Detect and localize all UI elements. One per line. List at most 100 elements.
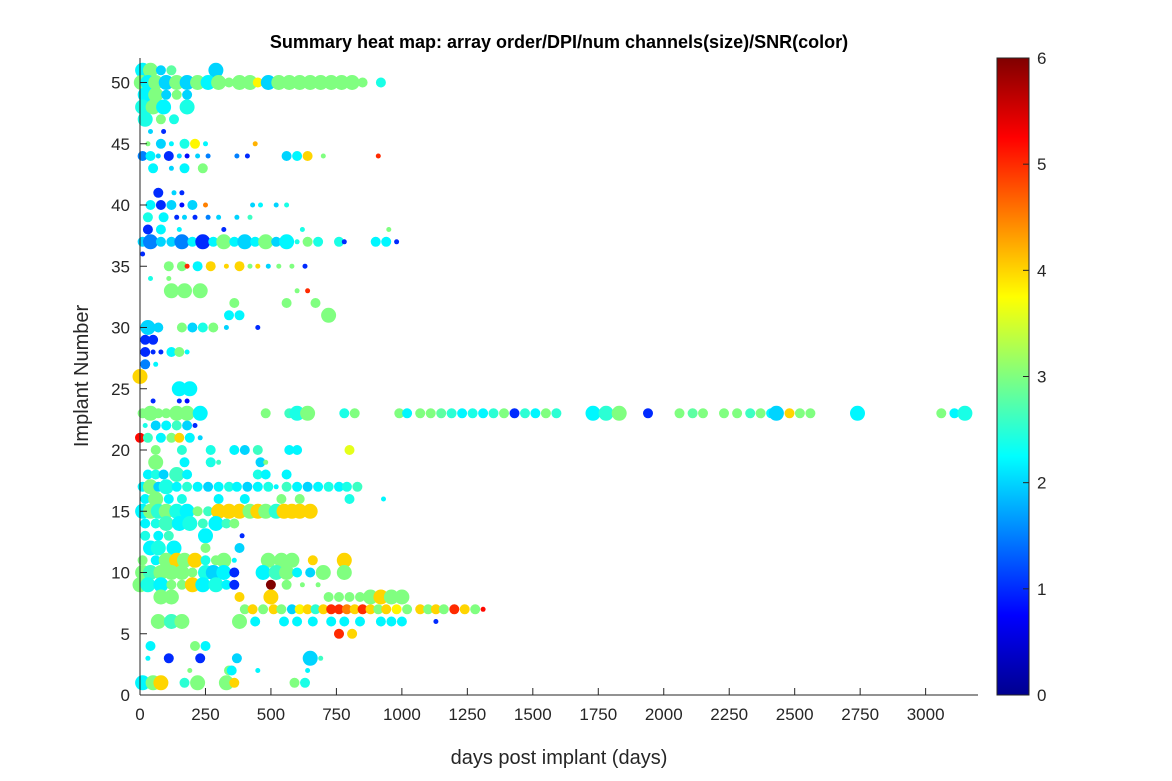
data-point [509,408,520,419]
data-point [470,604,481,615]
data-point [415,408,426,419]
data-point [163,565,179,580]
data-point [302,604,313,615]
data-point [239,533,245,539]
y-tick-label: 5 [121,625,130,644]
data-point [158,75,174,90]
data-point [171,516,187,531]
x-tick-label: 1000 [383,705,421,724]
data-point [255,565,271,580]
data-point [205,457,216,468]
data-point [203,202,208,208]
data-point [292,481,303,492]
data-point [237,234,253,250]
x-tick-label: 750 [322,705,350,724]
data-point [200,543,211,553]
data-point [148,75,164,90]
data-point [381,496,386,502]
data-point [182,469,193,480]
data-point [142,432,153,443]
data-point [305,288,311,294]
data-point [255,457,266,468]
x-tick-label: 1250 [448,705,486,724]
data-point [307,616,318,627]
data-point [176,227,182,232]
data-point [231,557,237,563]
data-point [355,592,365,602]
data-point [446,408,457,419]
data-point [161,408,172,419]
data-point [200,641,211,651]
data-point [375,153,381,159]
data-point [224,481,234,492]
data-point [213,494,224,504]
data-point [213,481,224,492]
data-point [179,190,185,196]
data-point [135,675,151,691]
data-point [381,604,392,615]
data-point [150,518,161,529]
data-point [302,650,318,666]
data-point [292,151,303,161]
data-point [383,589,399,605]
data-point [394,589,410,605]
data-point [850,405,865,421]
data-point [171,381,187,397]
data-point [143,62,158,78]
data-point [184,577,200,593]
data-point [289,263,295,269]
data-point [203,141,208,147]
data-point [158,349,164,355]
x-tick-label: 2500 [776,705,814,724]
data-point [150,540,166,556]
data-point [190,641,200,651]
data-point [184,398,190,404]
data-point [643,408,653,419]
chart-title: Summary heat map: array order/DPI/num ch… [270,32,848,52]
data-point [375,77,386,88]
data-point [313,75,329,90]
data-point [231,653,242,664]
data-point [263,459,269,465]
data-point [153,322,164,333]
data-point [166,65,177,76]
data-point [271,236,282,247]
data-point [176,494,187,504]
y-axis-ticks: 0 5 10 15 20 25 30 35 40 45 50 [111,74,147,705]
data-point [480,606,486,612]
data-point [182,89,193,100]
data-point [598,405,614,421]
data-point [145,655,151,661]
data-point [239,494,250,504]
data-point [195,234,211,250]
colorbar-ticks: 0 1 2 3 4 5 6 [1023,49,1046,705]
data-point [221,227,227,232]
data-point [336,552,352,568]
data-point [200,555,211,566]
data-point [394,239,400,245]
data-point [478,408,489,419]
data-point [292,75,308,90]
data-point [187,668,193,673]
data-point [142,423,148,428]
data-point [294,239,300,245]
data-point [140,251,146,257]
data-point [231,481,242,492]
data-point [153,361,159,367]
data-point [148,163,159,174]
data-point [192,261,203,272]
data-point [153,408,164,419]
data-point [137,111,153,127]
data-point [216,234,232,250]
data-point [158,212,169,223]
data-point [273,202,279,208]
data-point [179,457,190,468]
data-point [205,445,216,455]
colorbar-tick-label: 6 [1037,49,1046,68]
data-point [174,432,185,443]
data-point [265,579,276,590]
data-point [232,75,247,90]
data-point [239,445,250,455]
y-tick-label: 45 [111,135,130,154]
data-point [433,619,439,624]
